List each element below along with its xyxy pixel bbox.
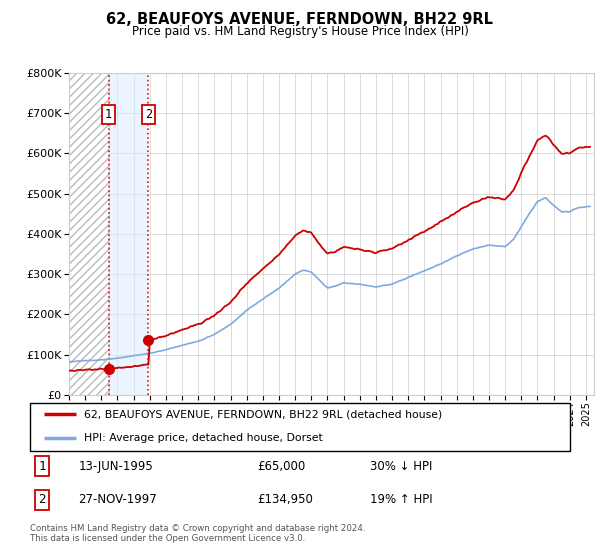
Text: £134,950: £134,950 [257, 493, 313, 506]
Text: 62, BEAUFOYS AVENUE, FERNDOWN, BH22 9RL: 62, BEAUFOYS AVENUE, FERNDOWN, BH22 9RL [107, 12, 493, 27]
Text: 30% ↓ HPI: 30% ↓ HPI [370, 460, 433, 473]
Text: £65,000: £65,000 [257, 460, 305, 473]
Text: HPI: Average price, detached house, Dorset: HPI: Average price, detached house, Dors… [84, 433, 323, 443]
Text: 1: 1 [105, 108, 112, 121]
Text: 19% ↑ HPI: 19% ↑ HPI [370, 493, 433, 506]
Text: 13-JUN-1995: 13-JUN-1995 [79, 460, 154, 473]
Bar [69, 73, 109, 395]
Text: 1: 1 [38, 460, 46, 473]
Text: 27-NOV-1997: 27-NOV-1997 [79, 493, 157, 506]
Text: 62, BEAUFOYS AVENUE, FERNDOWN, BH22 9RL (detached house): 62, BEAUFOYS AVENUE, FERNDOWN, BH22 9RL … [84, 409, 442, 419]
Text: 2: 2 [145, 108, 152, 121]
Text: Contains HM Land Registry data © Crown copyright and database right 2024.
This d: Contains HM Land Registry data © Crown c… [30, 524, 365, 543]
Text: 2: 2 [38, 493, 46, 506]
Bar [109, 73, 148, 395]
Text: Price paid vs. HM Land Registry's House Price Index (HPI): Price paid vs. HM Land Registry's House … [131, 25, 469, 38]
